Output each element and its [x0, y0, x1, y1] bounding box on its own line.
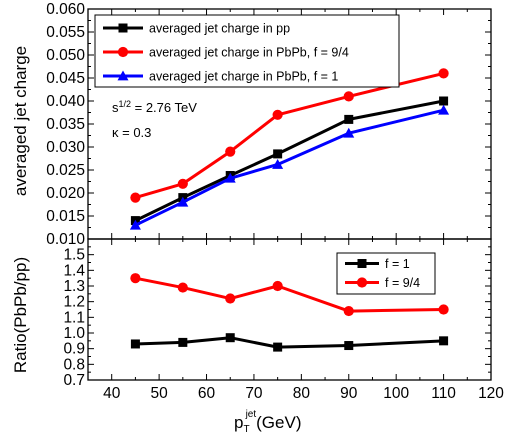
xtick-label: 50: [150, 385, 168, 402]
top-ytick-label: 0.015: [46, 208, 85, 225]
bottom-legend-box: [336, 252, 436, 295]
top-data-point-2: [177, 196, 189, 207]
xtick-label: 80: [293, 385, 311, 402]
bottom-data-point-1: [343, 305, 354, 317]
bottom-ytick-label: 1.4: [63, 262, 85, 279]
bottom-ylabel: Ratio(PbPb/pp): [11, 257, 30, 373]
top-data-point-1: [130, 192, 141, 203]
top-legend-swatch-marker: [117, 70, 129, 81]
top-ytick-label: 0.055: [46, 24, 85, 41]
annotation-energy-s: s: [112, 100, 119, 115]
bottom-ytick-label: 0.8: [63, 356, 85, 373]
bottom-ytick-label: 1.0: [63, 325, 85, 342]
xtick-label: 90: [340, 385, 358, 402]
top-data-point-1: [438, 68, 449, 79]
top-legend-label: averaged jet charge in PbPb, f = 1: [149, 70, 338, 84]
top-data-point-2: [343, 127, 355, 138]
bottom-ytick-label: 1.1: [63, 309, 85, 326]
top-data-point-2: [224, 172, 236, 183]
top-ytick-label: 0.050: [46, 47, 85, 64]
annotation-energy-value: = 2.76 TeV: [131, 100, 197, 115]
bottom-legend-label: f = 1: [385, 257, 410, 271]
xtick-label: 110: [431, 385, 456, 402]
x-label-sup: jet: [245, 409, 257, 420]
top-series-line-2: [134, 108, 444, 227]
bottom-data-point-1: [272, 280, 283, 292]
top-ytick-label: 0.040: [46, 93, 85, 110]
bottom-data-point-0: [344, 341, 354, 351]
bottom-ytick-label: 1.5: [63, 247, 85, 264]
top-legend-swatch-marker: [118, 23, 128, 33]
top-legend-label: averaged jet charge in PbPb, f = 9/4: [149, 46, 349, 60]
top-data-point-0: [273, 149, 283, 159]
top-data-point-2: [438, 104, 450, 115]
bottom-legend-swatch-marker: [357, 259, 367, 268]
top-data-point-0: [344, 114, 354, 124]
bottom-data-point-1: [438, 304, 449, 315]
xtick-label: 40: [103, 385, 121, 402]
x-label-unit: (GeV): [256, 413, 301, 432]
top-data-point-1: [272, 109, 283, 120]
top-ytick-label: 0.035: [46, 116, 85, 133]
bottom-ytick-label: 1.3: [63, 278, 85, 295]
bottom-legend-swatch-marker: [356, 277, 368, 288]
xtick-label: 120: [478, 385, 504, 402]
top-ytick-label: 0.025: [46, 162, 85, 179]
top-ytick-label: 0.010: [46, 231, 85, 248]
bottom-ytick-label: 0.9: [63, 341, 85, 358]
bottom-data-point-0: [178, 337, 188, 347]
top-data-point-0: [439, 96, 449, 106]
top-ylabel: averaged jet charge: [11, 46, 30, 196]
top-data-point-2: [129, 219, 141, 230]
xtick-label: 70: [245, 385, 263, 402]
annotation-energy: s1/2 = 2.76 TeV: [112, 99, 197, 115]
bottom-ytick-label: 0.7: [63, 372, 85, 389]
top-data-point-1: [343, 91, 354, 102]
bottom-series-line-0: [135, 336, 444, 349]
bottom-series-line-1: [135, 276, 444, 313]
xtick-label: 60: [198, 385, 216, 402]
bottom-ytick-label: 1.2: [63, 294, 85, 311]
top-legend-label: averaged jet charge in pp: [149, 22, 290, 36]
top-series-line-0: [134, 99, 444, 222]
xtick-label: 100: [383, 385, 409, 402]
bottom-panel: 0.70.80.91.01.11.21.31.41.5 40 50 60 70 80 90 1…: [63, 238, 504, 402]
top-ytick-label: 0.030: [46, 139, 85, 156]
top-ytick-label: 0.045: [46, 70, 85, 87]
bottom-data-point-0: [439, 336, 449, 346]
top-data-point-1: [225, 146, 236, 157]
top-data-point-2: [272, 158, 284, 169]
bottom-data-point-1: [177, 282, 188, 293]
top-ytick-label: 0.060: [46, 1, 85, 18]
x-axis-label: pTjet(GeV): [234, 409, 301, 435]
bottom-data-point-1: [130, 273, 141, 284]
top-data-point-1: [177, 178, 188, 189]
x-label-sub: T: [243, 424, 249, 435]
bottom-data-point-0: [130, 339, 140, 349]
bottom-data-point-0: [225, 333, 235, 343]
top-legend-swatch-marker: [117, 46, 129, 58]
top-series-line-1: [134, 71, 444, 200]
bottom-data-point-0: [273, 342, 283, 352]
x-label-base: p: [234, 413, 243, 432]
top-ytick-label: 0.020: [46, 185, 85, 202]
annotation-energy-sup: 1/2: [119, 99, 132, 109]
annotation-kappa: κ = 0.3: [112, 125, 151, 140]
top-panel: 0.010 0.015 0.020 0.025 0.030 0.035 0.040 0.045…: [46, 1, 492, 248]
bottom-legend-label: f = 9/4: [385, 276, 420, 290]
top-legend-box: [94, 14, 400, 88]
bottom-data-point-1: [225, 293, 236, 304]
